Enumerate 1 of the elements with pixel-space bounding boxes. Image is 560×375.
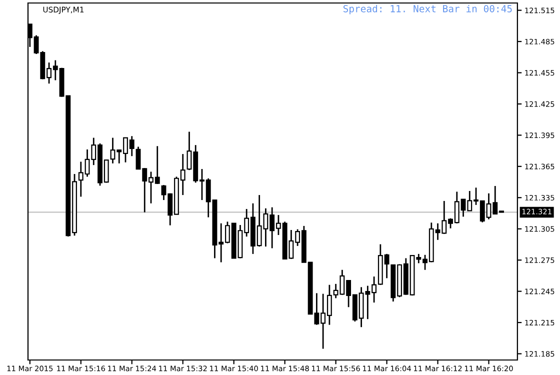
annotation: Spread: 11. Next Bar in 00:45 — [343, 4, 512, 14]
